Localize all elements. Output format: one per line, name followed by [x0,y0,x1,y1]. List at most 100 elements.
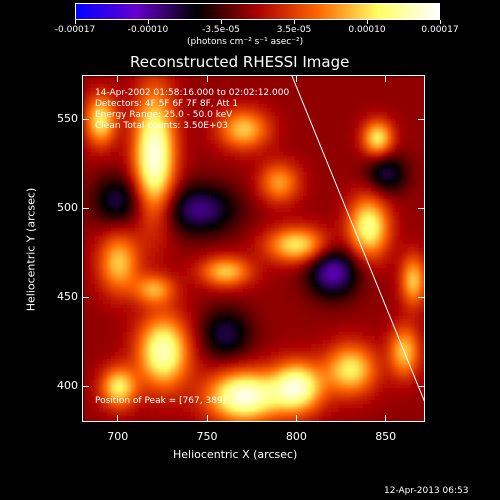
heatmap-cell [175,140,180,145]
heatmap-cell [419,296,424,301]
heatmap-cell [295,112,300,117]
heatmap-cell [363,108,368,113]
heatmap-cell [183,192,188,197]
heatmap-cell [95,224,100,229]
heatmap-cell [151,272,156,277]
heatmap-cell [135,172,140,177]
heatmap-cell [111,248,116,253]
heatmap-cell [259,276,264,281]
heatmap-cell [99,260,104,265]
heatmap-cell [283,84,288,89]
heatmap-cell [151,204,156,209]
heatmap-cell [87,220,92,225]
heatmap-cell [263,160,268,165]
heatmap-cell [291,304,296,309]
heatmap-cell [375,264,380,269]
heatmap-cell [211,124,216,129]
heatmap-cell [187,292,192,297]
heatmap-cell [95,292,100,297]
heatmap-cell [175,164,180,169]
heatmap-cell [239,244,244,249]
heatmap-cell [351,132,356,137]
heatmap-cell [135,292,140,297]
heatmap-cell [247,188,252,193]
heatmap-cell [263,144,268,149]
heatmap-cell [159,196,164,201]
heatmap-cell [195,100,200,105]
heatmap-cell [119,252,124,257]
heatmap-cell [291,260,296,265]
heatmap-cell [175,144,180,149]
heatmap-cell [127,148,132,153]
heatmap-cell [183,92,188,97]
heatmap-cell [99,220,104,225]
heatmap-cell [279,80,284,85]
heatmap-cell [111,244,116,249]
heatmap-cell [343,96,348,101]
heatmap-cell [219,100,224,105]
heatmap-cell [295,192,300,197]
heatmap-cell [127,116,132,121]
heatmap-cell [199,112,204,117]
heatmap-cell [235,284,240,289]
heatmap-cell [119,296,124,301]
heatmap-cell [159,116,164,121]
heatmap-cell [111,164,116,169]
heatmap-cell [151,180,156,185]
heatmap-cell [391,216,396,221]
heatmap-cell [407,272,412,277]
heatmap-cell [99,240,104,245]
heatmap-cell [139,248,144,253]
heatmap-cell [399,104,404,109]
heatmap-cell [199,260,204,265]
heatmap-cell [175,248,180,253]
heatmap-cell [227,232,232,237]
heatmap-cell [215,188,220,193]
heatmap-cell [403,160,408,165]
heatmap-cell [103,284,108,289]
heatmap-cell [343,92,348,97]
heatmap-cell [131,212,136,217]
heatmap-cell [295,120,300,125]
heatmap-cell [175,288,180,293]
heatmap-cell [83,276,88,281]
heatmap-cell [139,80,144,85]
heatmap-cell [267,104,272,109]
heatmap-cell [355,256,360,261]
heatmap-cell [211,100,216,105]
heatmap-cell [299,132,304,137]
heatmap-cell [159,284,164,289]
heatmap-cell [223,200,228,205]
heatmap-cell [259,228,264,233]
heatmap-cell [391,136,396,141]
heatmap-cell [415,184,420,189]
heatmap-cell [87,224,92,229]
heatmap-cell [403,204,408,209]
heatmap-cell [315,156,320,161]
heatmap-cell [347,132,352,137]
heatmap-cell [283,204,288,209]
heatmap-cell [219,220,224,225]
heatmap-cell [287,192,292,197]
heatmap-cell [199,200,204,205]
heatmap-cell [335,260,340,265]
heatmap-cell [403,96,408,101]
heatmap-cell [223,168,228,173]
heatmap-cell [347,80,352,85]
heatmap-cell [203,300,208,305]
heatmap-cell [171,296,176,301]
heatmap-cell [215,296,220,301]
heatmap-cell [255,280,260,285]
heatmap-cell [343,184,348,189]
heatmap-cell [235,196,240,201]
heatmap-cell [403,168,408,173]
heatmap-cell [115,148,120,153]
heatmap-cell [419,204,424,209]
heatmap-cell [159,276,164,281]
heatmap-cell [187,216,192,221]
heatmap-cell [195,148,200,153]
heatmap-cell [215,168,220,173]
heatmap-cell [143,232,148,237]
heatmap-cell [339,164,344,169]
heatmap-cell [407,228,412,233]
